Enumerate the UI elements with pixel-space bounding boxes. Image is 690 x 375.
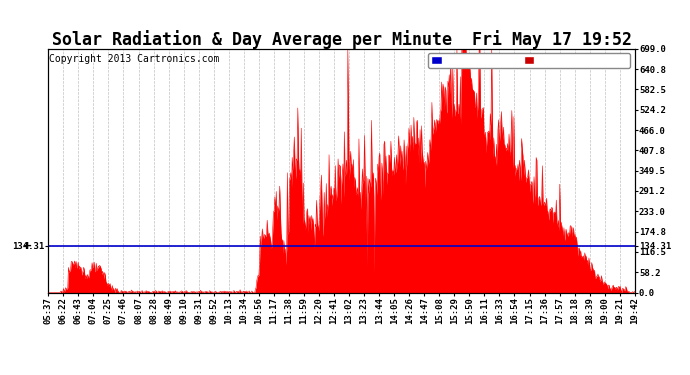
Legend: Median (w/m2), Radiation (w/m2): Median (w/m2), Radiation (w/m2) — [428, 53, 630, 68]
Text: +: + — [23, 241, 32, 250]
Title: Solar Radiation & Day Average per Minute  Fri May 17 19:52: Solar Radiation & Day Average per Minute… — [52, 30, 631, 49]
Text: Copyright 2013 Cartronics.com: Copyright 2013 Cartronics.com — [49, 54, 219, 64]
